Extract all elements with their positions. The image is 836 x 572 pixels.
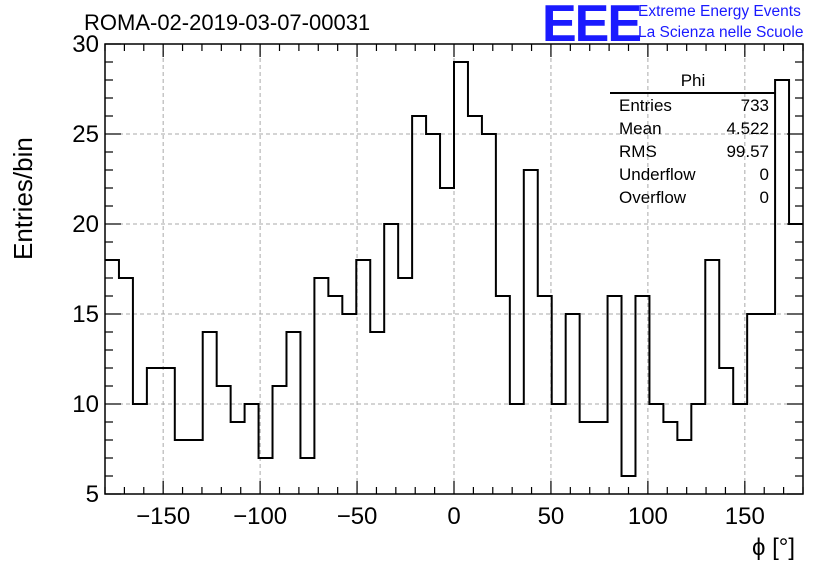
x-tick-label: −50 bbox=[337, 503, 378, 530]
x-tick-label: −150 bbox=[136, 503, 190, 530]
stats-label: Underflow bbox=[619, 165, 696, 184]
y-axis-label: Entries/bin bbox=[8, 137, 38, 260]
x-tick-label: 100 bbox=[628, 503, 668, 530]
histogram-bin bbox=[496, 296, 510, 494]
histogram-bin bbox=[286, 332, 300, 494]
stats-title: Phi bbox=[610, 72, 776, 94]
histogram-bin bbox=[789, 224, 803, 494]
histogram-bin bbox=[524, 170, 538, 494]
histogram-bin bbox=[105, 260, 119, 494]
axis-tick-labels: −150 −100 −50 0 50 100 150 5 10 15 20 25 30 bbox=[72, 31, 765, 530]
histogram-bin bbox=[147, 368, 161, 494]
x-axis-label: ϕ [°] bbox=[752, 534, 796, 561]
histogram-bin bbox=[719, 368, 733, 494]
stats-label: RMS bbox=[619, 142, 657, 161]
histogram-bin bbox=[510, 404, 524, 494]
stats-box: Phi Entries 733 Mean 4.522 RMS 99.57 Und… bbox=[610, 72, 776, 209]
histogram-bin bbox=[691, 404, 705, 494]
stats-value: 4.522 bbox=[726, 119, 769, 138]
histogram-bin bbox=[775, 80, 789, 494]
x-tick-label: −100 bbox=[233, 503, 287, 530]
histogram-bin bbox=[747, 314, 761, 494]
histogram-bin bbox=[412, 116, 426, 494]
x-tick-label: 0 bbox=[447, 503, 460, 530]
histogram-bin bbox=[189, 440, 203, 494]
y-tick-label: 25 bbox=[72, 121, 99, 148]
x-tick-label: 150 bbox=[725, 503, 765, 530]
plot-frame bbox=[104, 43, 804, 495]
y-tick-label: 5 bbox=[86, 481, 99, 508]
stats-row-entries: Entries 733 bbox=[611, 94, 775, 117]
histogram-bin bbox=[566, 314, 580, 494]
stats-row-mean: Mean 4.522 bbox=[611, 117, 775, 140]
histogram-bin bbox=[663, 422, 677, 494]
histogram-bin bbox=[342, 314, 356, 494]
histogram-bin bbox=[328, 296, 342, 494]
histogram-bin bbox=[300, 458, 314, 494]
histogram-line bbox=[105, 61, 803, 477]
histogram-bin bbox=[635, 296, 649, 494]
stats-label: Mean bbox=[619, 119, 662, 138]
eee-logo: EEE bbox=[542, 0, 642, 53]
stats-value: 0 bbox=[759, 165, 769, 184]
chart-title: ROMA-02-2019-03-07-00031 bbox=[84, 10, 371, 35]
histogram-bin bbox=[677, 440, 691, 494]
stats-value: 733 bbox=[740, 96, 769, 115]
histogram-bin bbox=[161, 368, 175, 494]
logo-line-2: La Scienza nelle Scuole bbox=[638, 24, 804, 41]
histogram-bin bbox=[468, 116, 482, 494]
stats-label: Entries bbox=[619, 96, 672, 115]
logo-line-1: Extreme Energy Events bbox=[638, 3, 801, 20]
histogram-bin bbox=[705, 260, 719, 494]
histogram-bin bbox=[454, 62, 468, 494]
histogram-bin bbox=[552, 404, 566, 494]
histogram-bin bbox=[594, 422, 608, 494]
histogram-bin bbox=[733, 404, 747, 494]
stats-label: Overflow bbox=[619, 188, 687, 207]
stats-row-underflow: Underflow 0 bbox=[611, 163, 775, 186]
histogram-bin bbox=[649, 404, 663, 494]
stats-row-rms: RMS 99.57 bbox=[611, 140, 775, 163]
stats-value: 0 bbox=[759, 188, 769, 207]
histogram-bin bbox=[398, 278, 412, 494]
histogram-bin bbox=[370, 332, 384, 494]
histogram-bin bbox=[356, 260, 370, 494]
y-tick-label: 20 bbox=[72, 211, 99, 238]
stats-value: 99.57 bbox=[726, 142, 769, 161]
x-tick-label: 50 bbox=[538, 503, 565, 530]
y-tick-label: 15 bbox=[72, 301, 99, 328]
histogram-bin bbox=[203, 332, 217, 494]
histogram-bin bbox=[384, 224, 398, 494]
stats-row-overflow: Overflow 0 bbox=[611, 186, 775, 209]
histogram-bin bbox=[175, 440, 189, 494]
histogram-bin bbox=[482, 134, 496, 494]
histogram-bin bbox=[538, 296, 552, 494]
histogram-bin bbox=[608, 296, 622, 494]
histogram-bin bbox=[231, 422, 245, 494]
histogram-bin bbox=[426, 134, 440, 494]
histogram-bin bbox=[273, 386, 287, 494]
histogram-bin bbox=[245, 404, 259, 494]
histogram-bin bbox=[440, 188, 454, 494]
histogram-series bbox=[105, 61, 803, 494]
histogram-bin bbox=[119, 278, 133, 494]
histogram-bin bbox=[314, 278, 328, 494]
histogram-bin bbox=[133, 404, 147, 494]
histogram-bin bbox=[580, 422, 594, 494]
y-tick-label: 30 bbox=[72, 31, 99, 58]
histogram-bin bbox=[217, 386, 231, 494]
histogram-bin bbox=[761, 314, 775, 494]
y-tick-label: 10 bbox=[72, 391, 99, 418]
